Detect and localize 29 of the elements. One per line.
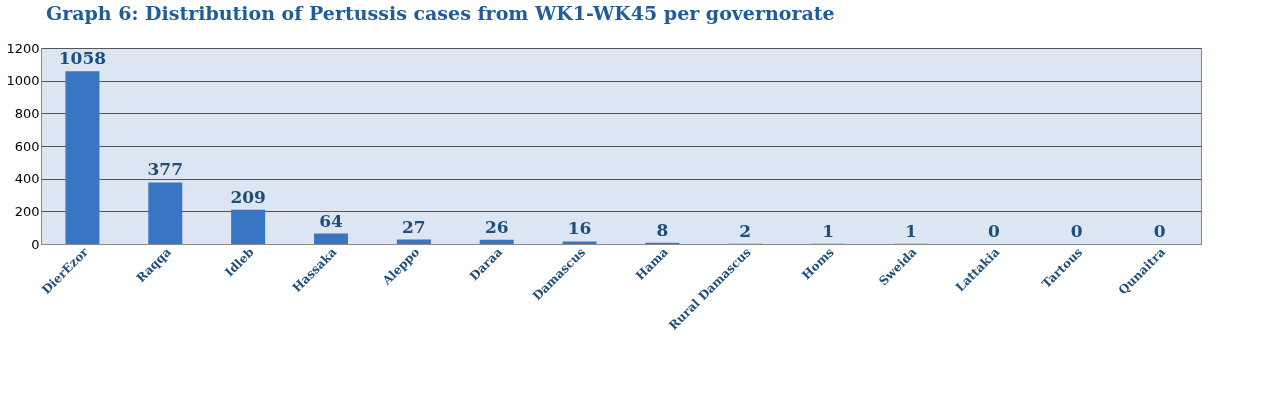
bar [396, 239, 431, 244]
y-tick-label: 1000 [6, 73, 40, 89]
bar [562, 241, 597, 244]
chart-title: Graph 6: Distribution of Pertussis cases from WK1-WK45 per governorate [45, 2, 835, 24]
data-label: 16 [567, 218, 592, 239]
data-label: 0 [987, 221, 1000, 241]
bar [314, 233, 348, 244]
data-label: 26 [484, 216, 509, 237]
data-label: 0 [1070, 221, 1083, 241]
data-label: 209 [230, 186, 266, 207]
data-label: 27 [402, 216, 426, 237]
data-label: 0 [1153, 221, 1166, 241]
y-tick-label: 200 [14, 203, 40, 219]
data-label: 8 [656, 219, 669, 240]
data-label: 1058 [58, 48, 107, 69]
data-label: 2 [739, 220, 752, 241]
data-label: 1 [822, 220, 835, 241]
bar [65, 71, 100, 244]
data-label: 1 [905, 220, 917, 241]
y-tick-label: 800 [14, 105, 40, 121]
bar [148, 182, 183, 244]
bar [231, 209, 266, 244]
data-label: 64 [319, 210, 343, 231]
bar [479, 239, 514, 244]
y-tick-label: 1200 [6, 40, 40, 56]
y-tick-label: 0 [31, 236, 40, 252]
y-tick-label: 600 [14, 138, 40, 154]
data-label: 377 [147, 159, 184, 180]
y-tick-label: 400 [14, 171, 40, 187]
